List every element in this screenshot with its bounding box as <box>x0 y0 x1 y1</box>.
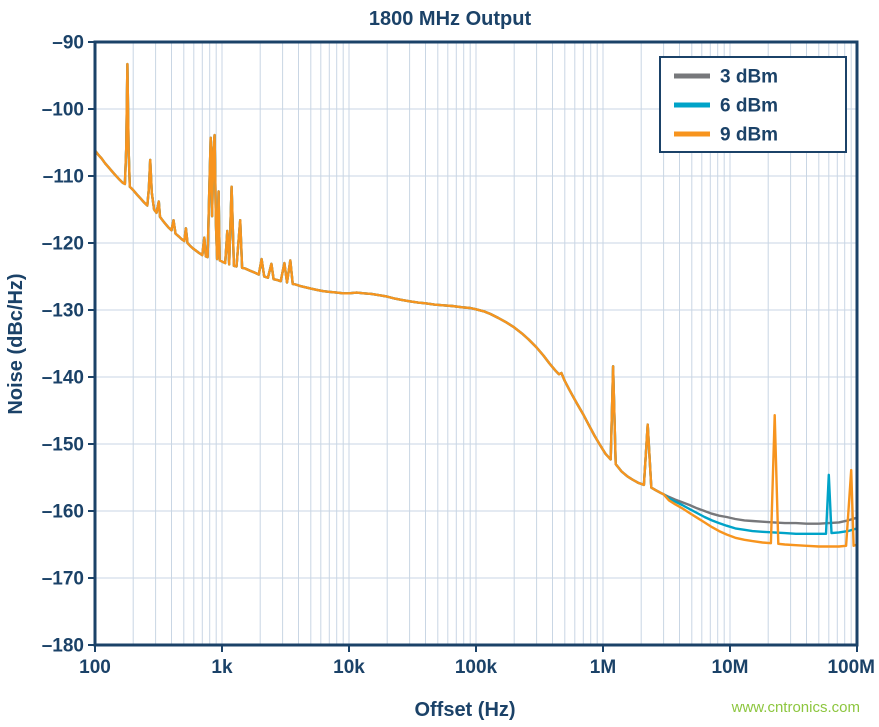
chart-title: 1800 MHz Output <box>369 8 532 30</box>
legend-entry-label: 6 dBm <box>720 96 778 117</box>
y-tick-label: –160 <box>42 502 84 523</box>
axis-ticks: 100 1k 10k 100k 1M 10M 100M –90 –100 –110 –120 –130… <box>42 33 875 679</box>
y-tick-label: –120 <box>42 234 84 255</box>
y-tick-label: –170 <box>42 569 84 590</box>
legend: 3 dBm 6 dBm 9 dBm <box>659 56 847 153</box>
y-tick-label: –90 <box>52 33 84 54</box>
y-axis-label: Noise (dBc/Hz) <box>5 273 27 414</box>
y-tick-label: –140 <box>42 368 84 389</box>
y-tick-label: –100 <box>42 100 84 121</box>
x-tick-label: 100k <box>455 657 498 678</box>
x-tick-label: 10k <box>333 657 365 678</box>
x-tick-label: 10M <box>712 657 749 678</box>
series-lines <box>95 62 857 548</box>
series-line-9-dbm <box>95 62 857 548</box>
x-tick-label: 1k <box>211 657 233 678</box>
legend-entry-label: 3 dBm <box>720 67 778 88</box>
y-tick-label: –130 <box>42 301 84 322</box>
y-tick-label: –110 <box>43 167 84 188</box>
x-axis-label: Offset (Hz) <box>414 699 515 721</box>
y-tick-label: –150 <box>42 435 84 456</box>
x-tick-label: 100 <box>79 657 111 678</box>
x-tick-label: 1M <box>590 657 616 678</box>
watermark: www.cntronics.com <box>731 699 860 716</box>
x-tick-label: 100M <box>827 657 875 678</box>
legend-entry-label: 9 dBm <box>720 125 778 146</box>
y-tick-label: –180 <box>42 636 84 657</box>
